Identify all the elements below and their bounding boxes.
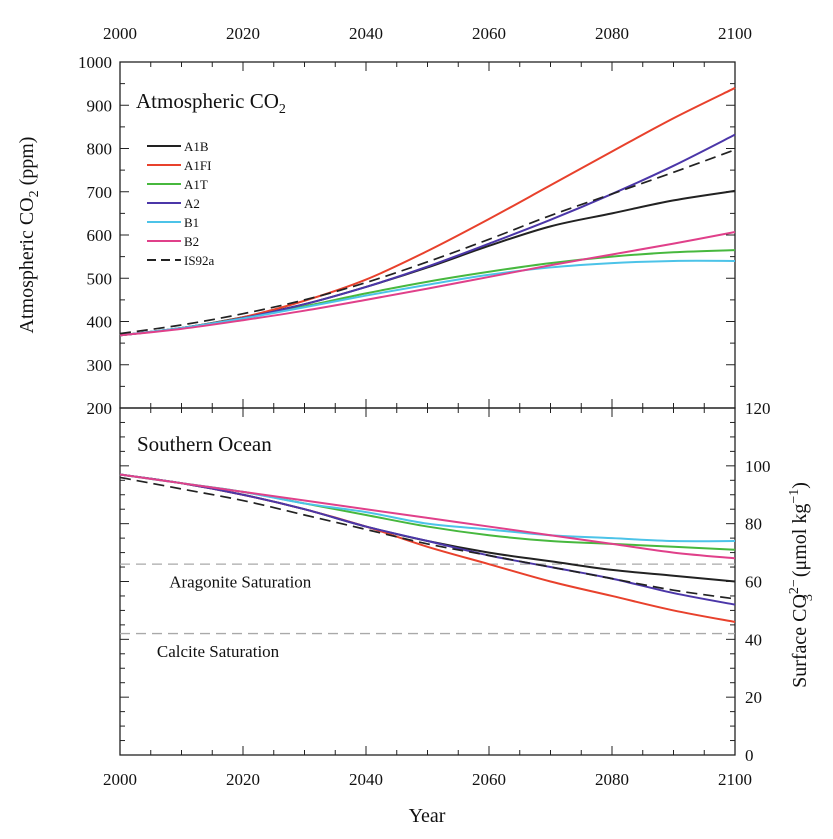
y-tick-label-bottom: 120 [745, 399, 771, 418]
top-series-line-a1fi [119, 87, 736, 337]
y-axis-label-bottom-unit: (μmol kg [789, 504, 811, 583]
panel-title-top-subscript: 2 [279, 102, 286, 117]
legend-label-a1fi: A1FI [184, 158, 211, 173]
top-series-line-a2 [119, 133, 736, 337]
legend-label-a2: A2 [184, 196, 200, 211]
x-tick-label-top: 2080 [595, 24, 629, 43]
x-tick-label-bottom: 2100 [718, 770, 752, 789]
top-panel: Atmospheric CO2 A1B A1FI A1T A2 B1 B2 IS92a [119, 61, 736, 409]
y-axis-label-bottom: Surface CO2−3 (μmol kg−1) [787, 482, 816, 688]
y-tick-label-bottom: 0 [745, 746, 754, 765]
tick-marks [119, 61, 736, 756]
x-tick-label-top: 2000 [103, 24, 137, 43]
top-series-line-b2 [119, 230, 736, 337]
y-tick-label-top: 300 [87, 356, 113, 375]
y-tick-label-top: 1000 [78, 53, 112, 72]
saturation-label: Calcite Saturation [157, 642, 280, 661]
y-tick-label-top: 800 [87, 140, 113, 159]
y-tick-label-bottom: 80 [745, 515, 762, 534]
y-tick-label-top: 600 [87, 226, 113, 245]
x-tick-label-top: 2040 [349, 24, 383, 43]
x-tick-label-bottom: 2060 [472, 770, 506, 789]
x-tick-label-top: 2060 [472, 24, 506, 43]
y-axis-label-bottom-subscript: 3 [801, 594, 816, 601]
bottom-series-line-a1t [119, 473, 736, 551]
top-plot-frame [119, 61, 736, 409]
x-tick-label-top: 2020 [226, 24, 260, 43]
y-tick-label-top: 400 [87, 313, 113, 332]
legend-label-b2: B2 [184, 234, 199, 249]
y-tick-label-top: 200 [87, 399, 113, 418]
y-axis-label-top-subscript: 2 [27, 190, 42, 197]
y-tick-label-top: 700 [87, 183, 113, 202]
legend-label-is92a: IS92a [184, 253, 215, 268]
x-tick-label-top: 2100 [718, 24, 752, 43]
top-series-line-b1 [119, 259, 736, 337]
bottom-series-line-b2 [119, 473, 736, 560]
saturation-label: Aragonite Saturation [169, 573, 312, 592]
x-tick-label-bottom: 2020 [226, 770, 260, 789]
legend-label-b1: B1 [184, 215, 199, 230]
y-tick-label-bottom: 60 [745, 573, 762, 592]
bottom-series-line-b1 [119, 473, 736, 543]
y-tick-label-bottom: 20 [745, 688, 762, 707]
legend: A1B A1FI A1T A2 B1 B2 IS92a [147, 139, 215, 268]
x-tick-label-bottom: 2080 [595, 770, 629, 789]
y-tick-label-top: 500 [87, 269, 113, 288]
legend-label-a1b: A1B [184, 139, 209, 154]
bottom-panel: Aragonite Saturation Calcite Saturation So… [119, 407, 736, 756]
y-axis-label-top: Atmospheric CO2 (ppm) [16, 137, 42, 334]
y-axis-label-top-unit: (ppm) [16, 137, 38, 191]
legend-label-a1t: A1T [184, 177, 208, 192]
x-tick-label-bottom: 2040 [349, 770, 383, 789]
y-tick-label-bottom: 100 [745, 457, 771, 476]
panel-title-bottom: Southern Ocean [137, 432, 272, 456]
y-axis-label-bottom-unit-superscript: −1 [787, 489, 802, 504]
y-axis-label-bottom-superscript: 2− [787, 579, 802, 594]
y-axis-label-bottom-unit-close: ) [789, 482, 811, 489]
panel-title-top: Atmospheric CO2 [136, 89, 286, 117]
bottom-series-line-is92a [119, 476, 736, 600]
y-tick-label-bottom: 40 [745, 630, 762, 649]
bottom-series-line-a1b [119, 473, 736, 583]
x-axis-label: Year [409, 805, 446, 827]
y-tick-label-top: 900 [87, 96, 113, 115]
x-tick-label-bottom: 2000 [103, 770, 137, 789]
top-series-line-is92a [119, 149, 736, 335]
